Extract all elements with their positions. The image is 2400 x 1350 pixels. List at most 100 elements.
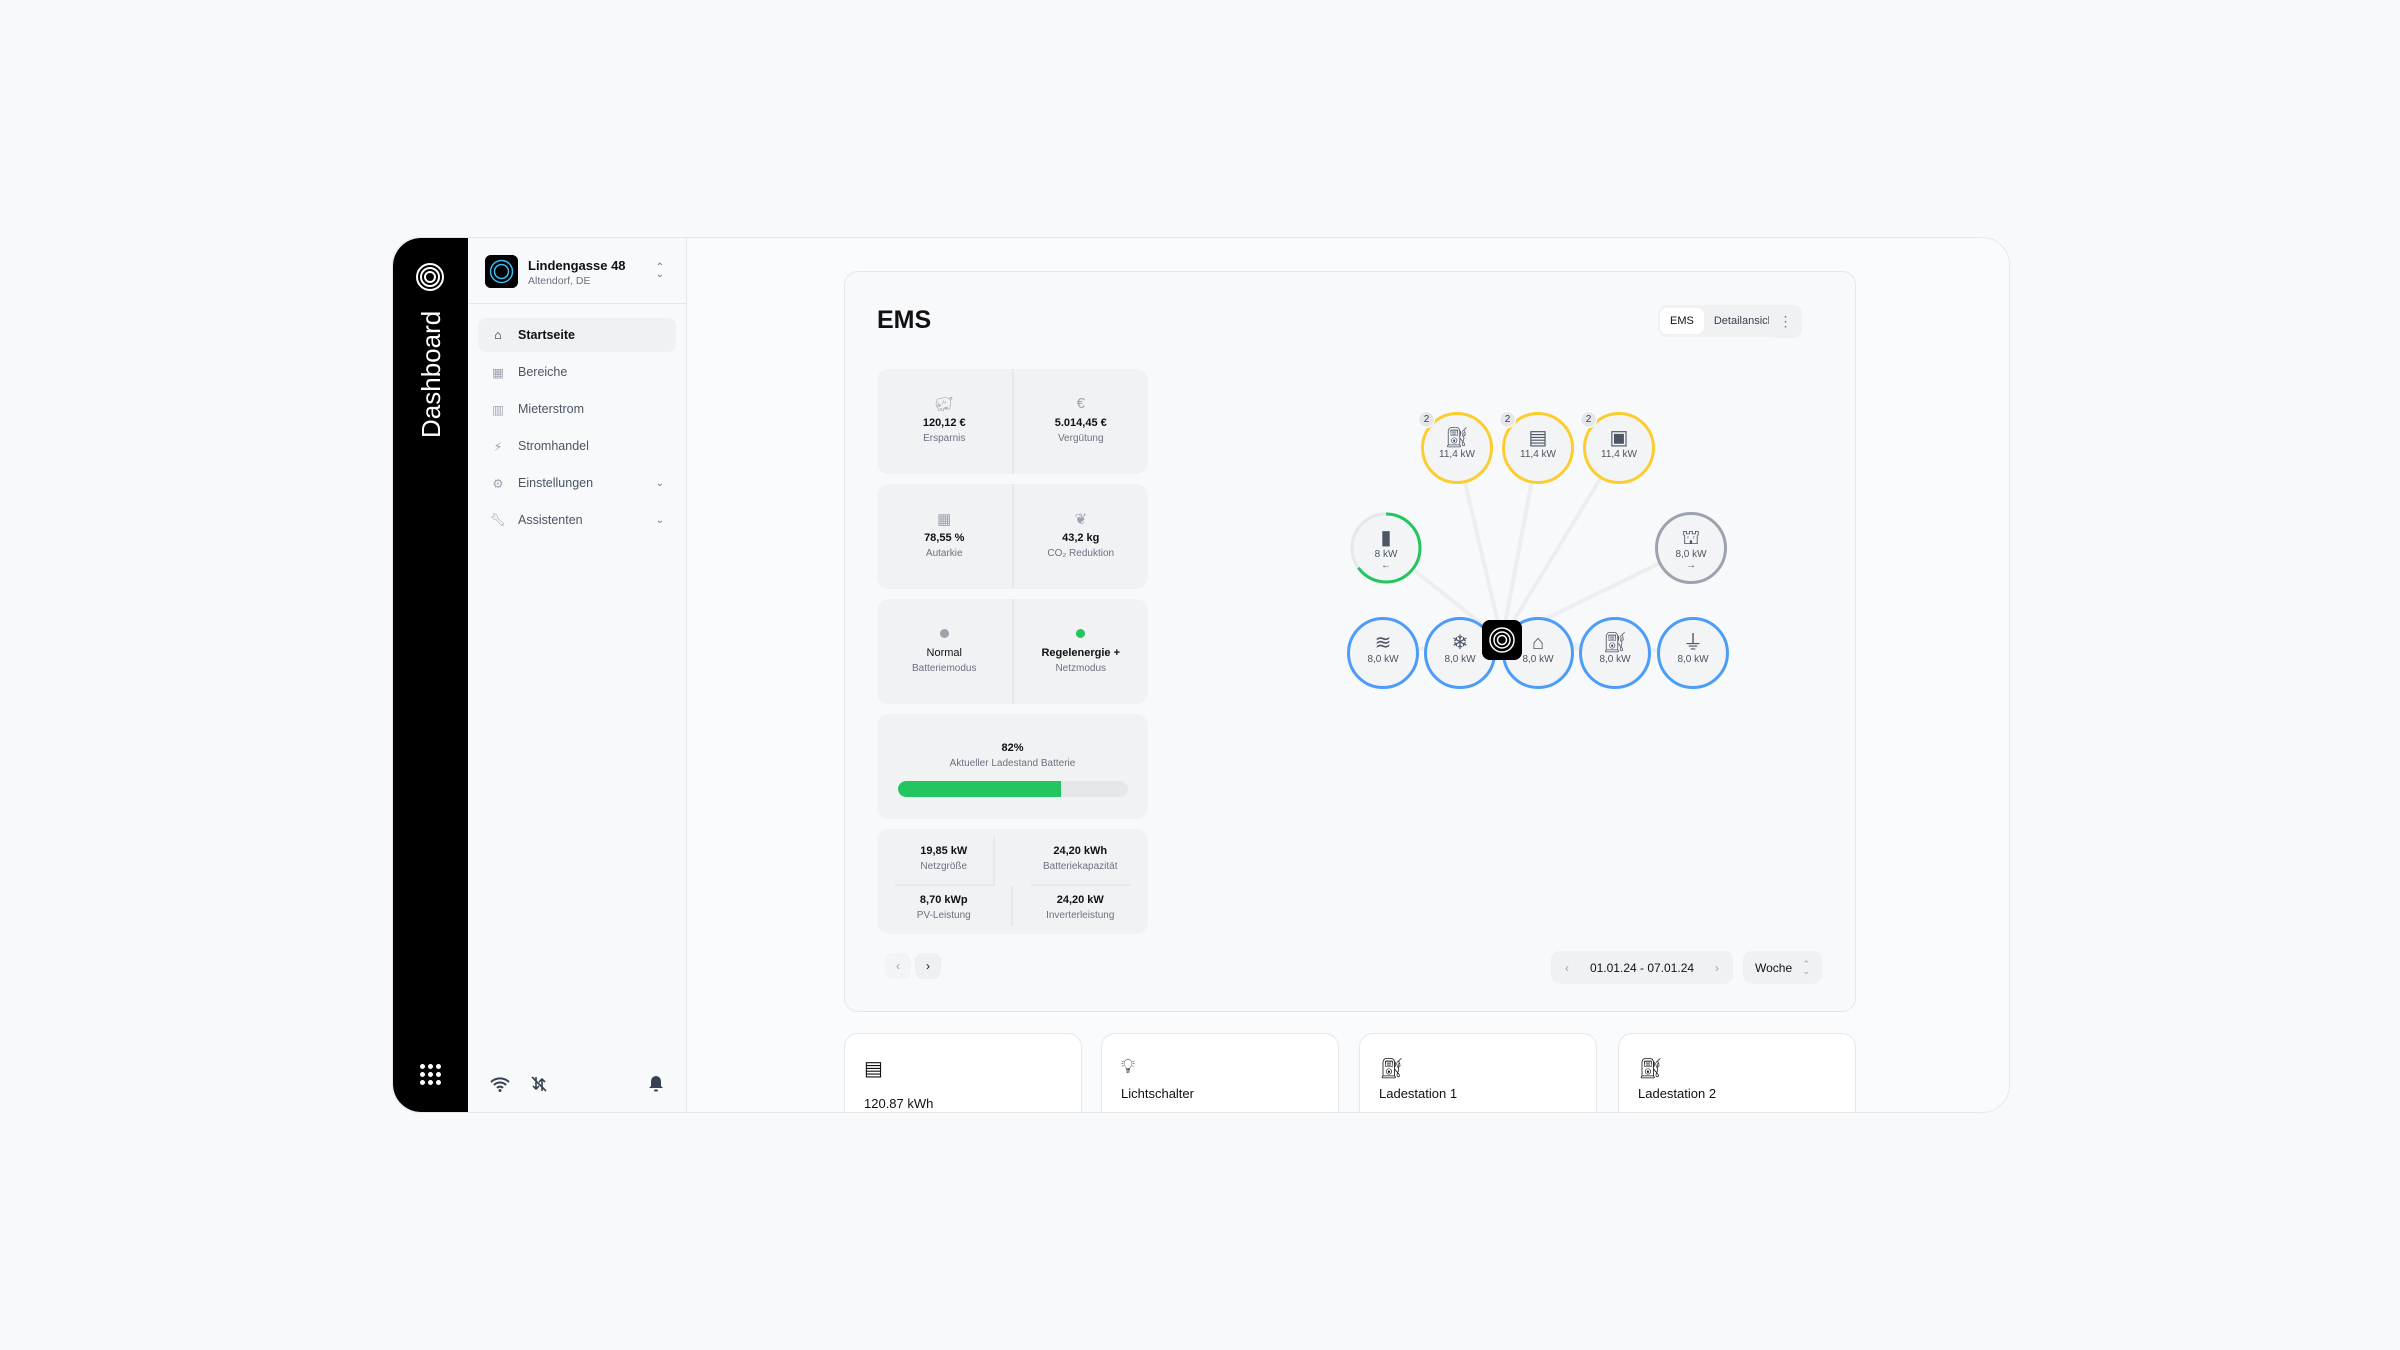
page-title: EMS [877, 306, 932, 334]
tab-detailansicht[interactable]: Detailansicht [1713, 315, 1777, 327]
sidebar-item-stromhandel[interactable]: ⚡︎ Stromhandel [478, 429, 676, 463]
lightbulb-icon: 💡︎ [1121, 1056, 1135, 1078]
grid-icon: ▦ [492, 365, 504, 380]
finance-stats: 🐖︎ 120,12 € Ersparnis €5.014,45 € Vergütung [877, 369, 1148, 474]
apps-grid-icon[interactable] [420, 1064, 441, 1085]
chevron-up-down-icon[interactable]: ⌃ ⌄ [655, 262, 664, 280]
system-specs: 19,85 kW Netzgröße 24,20 kWh Batteriekapazi… [877, 829, 1148, 934]
sidebar-item-label: Einstellungen [518, 476, 594, 490]
sidebar-item-bereiche[interactable]: ▦ Bereiche [478, 355, 676, 389]
ems-hub-icon [1482, 620, 1522, 660]
spec-item: 24,20 kW Inverterleistung [1013, 886, 1149, 927]
node-value: 8,0 kW [1367, 654, 1399, 665]
prev-range-button[interactable]: ‹ [1565, 960, 1569, 975]
flow-node[interactable]: ⏚ 8,0 kW [1657, 617, 1729, 689]
node-value: 8,0 kW [1444, 654, 1476, 665]
flow-node[interactable]: 2 ▤ 11,4 kW [1499, 411, 1574, 484]
battery-level-label: Aktueller Ladestand Batterie [949, 758, 1076, 769]
charging-station-icon: ⛽︎ [1379, 1058, 1405, 1080]
gear-icon: ⚙︎ [492, 476, 504, 491]
flow-node[interactable]: 2 ⛽︎ 11,4 kW [1418, 411, 1493, 484]
battery-mode-status-dot [939, 629, 949, 638]
stats-column: 🐖︎ 120,12 € Ersparnis €5.014,45 € Vergütung… [877, 369, 1148, 944]
node-value: 8 kW [1374, 549, 1398, 560]
battery-ring [1350, 512, 1422, 584]
netzmodus-value: Regelenergie + [1041, 647, 1121, 659]
wifi-icon[interactable] [490, 1076, 510, 1097]
spec-item: 19,85 kW Netzgröße [895, 837, 995, 886]
bell-icon[interactable] [648, 1075, 664, 1098]
spec-item: 24,20 kWh Batteriekapazität [1030, 837, 1130, 886]
prev-page-button[interactable]: ‹ [885, 953, 911, 979]
widget-card[interactable]: ⛽︎ Ladestation 2 [1618, 1033, 1856, 1112]
widget-card[interactable]: ⛽︎ Ladestation 1 [1359, 1033, 1597, 1112]
battery-icon: ▮ [1380, 527, 1392, 549]
battery-level: 82% Aktueller Ladestand Batterie [877, 714, 1148, 819]
app-rail: Dashboard [393, 238, 468, 1112]
sidebar-item-label: Mieterstrom [518, 402, 584, 416]
logo-icon [416, 263, 444, 291]
sidebar: Lindengasse 48 Altendorf, DE ⌃ ⌄ ⌂ Startse… [468, 238, 687, 1112]
batteriemodus-label: Batteriemodus [912, 663, 977, 674]
chevron-down-icon: ⌄ [655, 477, 664, 489]
view-toggle: EMS Detailansicht [1658, 305, 1789, 337]
netzmodus-label: Netzmodus [1055, 663, 1107, 674]
charging-station-icon: ⛽︎ [1638, 1058, 1664, 1080]
co2-label: CO₂ Reduktion [1047, 548, 1115, 559]
date-range-value[interactable]: 01.01.24 - 07.01.24 [1589, 960, 1695, 975]
rail-title: Dashboard [416, 310, 446, 438]
sidebar-item-label: Assistenten [518, 513, 583, 527]
flow-node[interactable]: 2 ▣ 11,4 kW [1580, 411, 1655, 484]
node-value: 11,4 kW [1439, 449, 1475, 460]
bolt-icon: ⚡︎ [493, 439, 503, 454]
bhkw-icon: ▣ [1609, 427, 1629, 449]
next-range-button[interactable]: › [1715, 960, 1719, 975]
sidebar-item-mieterstrom[interactable]: ▥ Mieterstrom [478, 392, 676, 426]
spec-value: 24,20 kW [1056, 893, 1104, 906]
eco-stats: ▦ 78,55 % Autarkie ❦ 43,2 kg CO₂ Reduktion [877, 484, 1148, 589]
widget-card[interactable]: 💡︎ Lichtschalter [1101, 1033, 1339, 1112]
solar-panel-icon: ▤ [864, 1058, 883, 1080]
flow-node[interactable]: ⛫ 8,0 kW → [1655, 512, 1727, 584]
node-value: 8,0 kW [1522, 654, 1554, 665]
leaf-icon: ❦ [1074, 511, 1088, 528]
spec-label: PV-Leistung [916, 909, 971, 921]
spec-value: 8,70 kWp [919, 893, 968, 906]
node-value: 11,4 kW [1601, 449, 1637, 460]
battery-level-value: 82% [1001, 742, 1024, 754]
chevron-down-icon: ⌄ [655, 514, 664, 526]
ersparnis-label: Ersparnis [923, 433, 966, 444]
period-select[interactable]: Woche ⌃ ⌄ [1743, 951, 1822, 984]
sidebar-item-label: Bereiche [518, 365, 568, 379]
wrench-icon: 🔧︎ [490, 512, 506, 527]
solar-panel-icon: ▤ [1528, 427, 1548, 449]
heating-icon: ≋ [1374, 632, 1392, 654]
property-switcher[interactable]: Lindengasse 48 Altendorf, DE ⌃ ⌄ [468, 238, 686, 304]
sync-off-icon[interactable] [530, 1075, 548, 1098]
building-icon: ▥ [492, 402, 504, 417]
property-avatar [485, 255, 518, 288]
next-page-button[interactable]: › [915, 953, 941, 979]
node-value: 11,4 kW [1520, 449, 1556, 460]
flow-node[interactable]: ▮ 8 kW ← [1350, 512, 1422, 584]
flow-node[interactable]: ⛽︎ 8,0 kW [1579, 617, 1651, 689]
more-options-button[interactable]: ⋮ [1769, 305, 1802, 338]
count-badge: 2 [1499, 411, 1516, 428]
piggy-bank-icon: 🐖︎ [934, 396, 954, 413]
widget-card[interactable]: ▤ 120.87 kWh [844, 1033, 1082, 1112]
spec-value: 24,20 kWh [1053, 845, 1108, 857]
sidebar-item-label: Stromhandel [518, 439, 589, 453]
count-badge: 2 [1418, 411, 1435, 428]
plug-icon: ⏚ [1683, 632, 1703, 654]
verguetung-label: Vergütung [1057, 433, 1104, 444]
sidebar-item-assistenten[interactable]: 🔧︎ Assistenten ⌄ [478, 503, 676, 537]
node-value: 8,0 kW [1599, 654, 1631, 665]
chevron-up-down-icon: ⌃ ⌄ [1802, 958, 1810, 976]
heat-pump-icon: ❄︎ [1451, 632, 1469, 654]
sidebar-item-einstellungen[interactable]: ⚙︎ Einstellungen ⌄ [478, 466, 676, 500]
period-value: Woche [1755, 960, 1793, 975]
sidebar-item-startseite[interactable]: ⌂ Startseite [478, 318, 676, 352]
widget-label: Ladestation 2 [1638, 1086, 1717, 1101]
tab-ems[interactable]: EMS [1660, 308, 1704, 334]
flow-node[interactable]: ≋ 8,0 kW [1347, 617, 1419, 689]
